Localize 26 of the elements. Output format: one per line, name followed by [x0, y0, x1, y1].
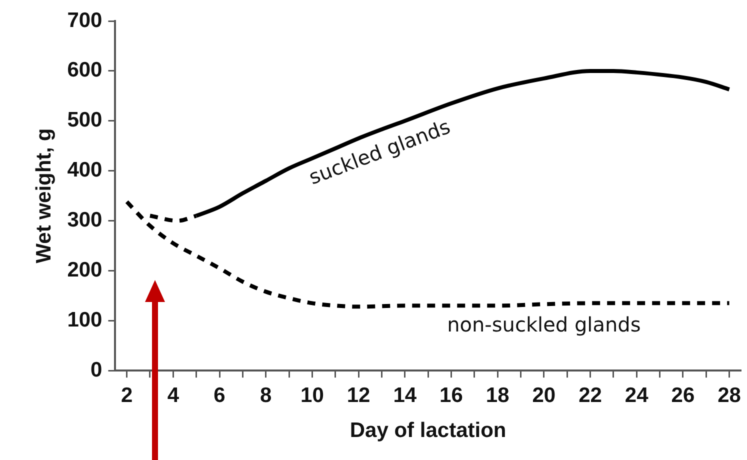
y-tick-label: 0 [90, 358, 102, 382]
x-tick-label: 28 [718, 384, 742, 407]
x-axis-title: Day of lactation [350, 419, 506, 442]
y-axis-title: Wet weight, g [32, 128, 56, 264]
y-tick-label: 200 [67, 258, 102, 282]
x-tick-label: 10 [300, 384, 324, 407]
x-tick-label: 8 [260, 384, 272, 407]
x-tick-label: 2 [120, 384, 133, 407]
x-tick-label: 18 [486, 384, 510, 407]
x-tick-label: 16 [440, 384, 463, 407]
x-tick-label: 6 [214, 384, 226, 407]
y-tick-label: 600 [67, 58, 102, 82]
y-tick-label: 500 [67, 108, 102, 132]
x-tick-label: 12 [346, 384, 370, 407]
y-tick-label: 300 [67, 208, 102, 232]
y-tick-label: 100 [67, 308, 102, 332]
x-tick-label: 24 [624, 384, 649, 407]
x-tick-label: 22 [578, 384, 602, 407]
x-tick-label: 26 [671, 384, 695, 407]
line-series [124, 200, 732, 309]
x-tick-label: 14 [393, 384, 417, 407]
series-label: non-suckled glands [447, 312, 641, 336]
x-tick-label: 4 [167, 384, 180, 407]
x-tick-label: 20 [532, 384, 556, 407]
y-tick-label: 700 [67, 8, 102, 32]
y-tick-label: 400 [67, 158, 102, 182]
